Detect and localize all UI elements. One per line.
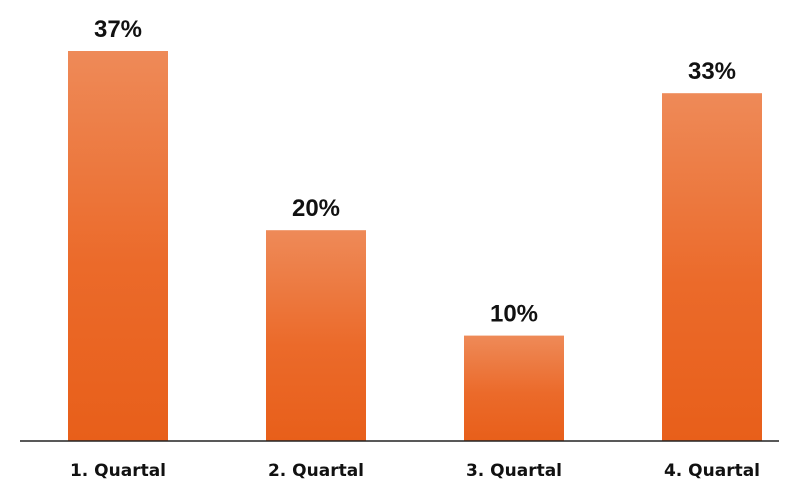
bar-value-label-2: 20% — [292, 195, 340, 222]
bar-3 — [464, 335, 564, 441]
category-label-2: 2. Quartal — [268, 461, 364, 481]
value-labels-layer: 37% 20% 10% 33% — [94, 16, 736, 328]
bar-4 — [662, 93, 762, 441]
bar-value-label-4: 33% — [688, 58, 736, 85]
bars-layer — [68, 51, 762, 441]
bar-1 — [68, 51, 168, 441]
bar-value-label-1: 37% — [94, 16, 142, 43]
bar-value-label-3: 10% — [490, 301, 538, 328]
category-label-4: 4. Quartal — [664, 461, 760, 481]
bar-2 — [266, 230, 366, 441]
category-labels-layer: 1. Quartal 2. Quartal 3. Quartal 4. Quartal — [70, 461, 760, 481]
category-label-1: 1. Quartal — [70, 461, 166, 481]
category-label-3: 3. Quartal — [466, 461, 562, 481]
